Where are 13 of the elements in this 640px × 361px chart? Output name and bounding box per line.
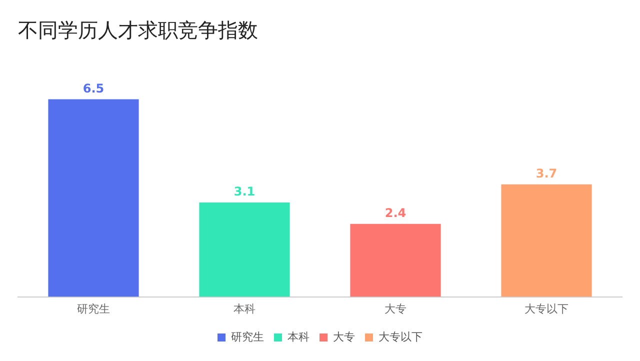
chart-title: 不同学历人才求职竞争指数: [18, 18, 258, 42]
legend-label: 大专以下: [378, 330, 422, 344]
x-tick-label: 研究生: [77, 302, 110, 316]
data-label: 3.7: [536, 166, 558, 180]
x-tick-label: 大专以下: [524, 302, 568, 316]
legend-label: 大专: [333, 330, 355, 344]
legend-label: 本科: [288, 330, 310, 344]
data-label: 2.4: [384, 206, 406, 220]
data-label: 3.1: [234, 184, 256, 199]
data-label: 6.5: [82, 81, 104, 96]
x-tick-label: 本科: [234, 302, 256, 316]
legend-label: 研究生: [231, 330, 264, 344]
x-tick-label: 大专: [384, 302, 406, 316]
